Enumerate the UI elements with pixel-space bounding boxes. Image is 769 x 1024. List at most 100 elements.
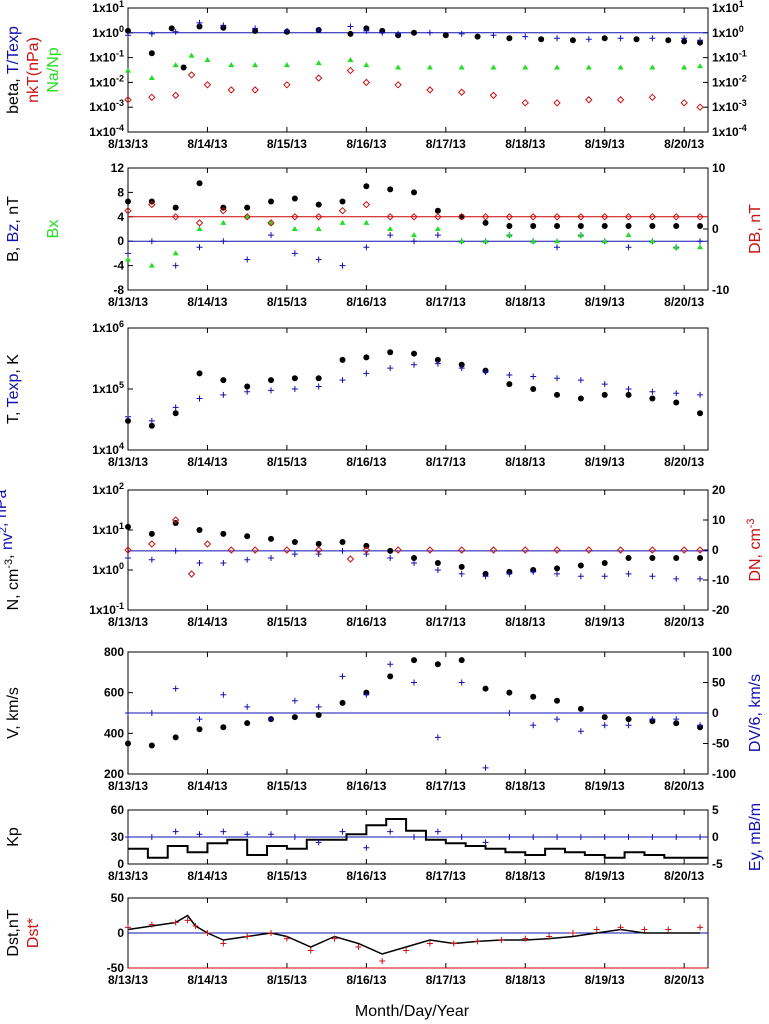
- data-point: [339, 262, 346, 269]
- y2-tick-label: 0: [712, 830, 719, 844]
- x-tick-label: 8/16/13: [346, 869, 386, 883]
- y-axis-label: Dst,nT: [5, 909, 22, 956]
- data-point: [522, 935, 529, 942]
- data-point: [148, 417, 155, 424]
- y2-tick-label: 10: [712, 513, 726, 527]
- data-point: [220, 940, 227, 947]
- data-point: [196, 395, 203, 402]
- data-point: [203, 540, 212, 548]
- data-point: [339, 547, 346, 554]
- label-part: , nPa: [0, 489, 10, 526]
- data-point: [411, 554, 418, 561]
- data-point: [426, 64, 433, 70]
- x-tick-label: 8/13/13: [108, 615, 148, 629]
- label-part: Na/Np: [45, 47, 62, 92]
- data-point: [125, 554, 131, 561]
- y-tick-label: -50: [107, 961, 125, 975]
- data-point: [505, 213, 514, 221]
- y-tick-label: 50: [111, 891, 125, 905]
- x-tick-label: 8/17/13: [426, 137, 466, 151]
- data-point: [450, 940, 457, 947]
- plot-frame: [127, 327, 709, 451]
- data-point: [125, 250, 131, 257]
- data-point: [347, 30, 354, 37]
- data-point: [498, 937, 505, 943]
- tick-exponent: -1: [116, 49, 124, 59]
- data-point: [506, 381, 513, 388]
- data-point: [481, 213, 490, 221]
- data-point: [192, 923, 199, 929]
- y-axis-label-2: nkT(nPa): [25, 37, 42, 103]
- label-part: V, km/s: [5, 687, 22, 739]
- data-point: [697, 924, 704, 931]
- data-point: [554, 834, 561, 840]
- data-point: [434, 207, 441, 214]
- x-tick-label: 8/14/13: [187, 295, 227, 309]
- data-point: [569, 930, 576, 936]
- x-tick-label: 8/14/13: [187, 779, 227, 793]
- data-point: [593, 926, 600, 933]
- panel-p5: 200 400 600 800 -100 -50 0 50 100 8/13/13 8/14/13 8…: [5, 645, 764, 793]
- data-point: [530, 386, 537, 392]
- y2-tick-label: -100: [712, 767, 736, 781]
- data-point: [434, 567, 441, 573]
- data-point: [291, 386, 298, 392]
- data-point: [125, 417, 131, 424]
- y-tick-label: 1x105: [92, 380, 124, 396]
- data-point: [411, 679, 418, 686]
- data-point: [171, 213, 180, 221]
- data-point: [649, 388, 656, 395]
- data-point: [243, 213, 251, 221]
- data-point: [697, 222, 704, 229]
- data-point: [363, 691, 370, 698]
- x-tick-label: 8/16/13: [346, 615, 386, 629]
- data-point: [314, 213, 323, 221]
- data-point: [521, 99, 529, 107]
- data-point: [554, 64, 561, 70]
- y-tick-label: 1x100: [92, 24, 124, 40]
- data-point: [458, 238, 465, 244]
- data-point: [291, 539, 298, 546]
- y2-tick-label: -50: [712, 737, 730, 751]
- data-point: [291, 551, 298, 558]
- data-point: [426, 940, 433, 947]
- x-tick-label: 8/18/13: [505, 869, 545, 883]
- data-point: [601, 573, 608, 580]
- data-point: [411, 189, 418, 196]
- tick-exponent: 0: [739, 24, 744, 34]
- y-tick-label: 60: [111, 803, 125, 817]
- data-point: [506, 232, 513, 238]
- data-point: [363, 183, 370, 190]
- data-point: [268, 198, 275, 205]
- data-point: [648, 213, 657, 221]
- x-tick-label: 8/16/13: [346, 455, 386, 469]
- plots-group: 1x10-4 1x10-3 1x10-2 1x10-1 1x100 1x101 1x10-4…: [0, 0, 764, 987]
- x-tick-label: 8/15/13: [267, 779, 307, 793]
- data-point: [411, 238, 418, 245]
- y-tick-label: 1x101: [92, 0, 124, 15]
- data-point: [411, 657, 418, 664]
- data-point: [168, 25, 175, 32]
- x-tick-label: 8/17/13: [426, 973, 466, 987]
- data-point: [172, 685, 179, 692]
- data-point: [426, 546, 434, 554]
- plot-frame: [127, 167, 709, 291]
- label-part: , K: [5, 354, 22, 374]
- data-point: [362, 546, 371, 554]
- data-point: [172, 28, 179, 35]
- label-part: -3: [3, 559, 15, 569]
- data-point: [220, 724, 227, 731]
- y2-axis-label: Ey, mB/m: [747, 803, 764, 871]
- data-point: [482, 839, 489, 846]
- panel-p6: 0 30 60 -5 0 5 8/13/13 8/14/13 8/15/13 8/16/13 8/1…: [5, 803, 764, 883]
- data-point: [434, 226, 441, 231]
- y-tick-label: 1x10-3: [89, 98, 124, 114]
- data-point: [585, 64, 592, 70]
- x-tick-label: 8/19/13: [585, 779, 625, 793]
- data-point: [673, 554, 680, 561]
- data-point: [268, 219, 275, 225]
- data-point: [697, 391, 704, 398]
- y2-tick-label: 50: [712, 676, 726, 690]
- x-tick-label: 8/20/13: [664, 455, 704, 469]
